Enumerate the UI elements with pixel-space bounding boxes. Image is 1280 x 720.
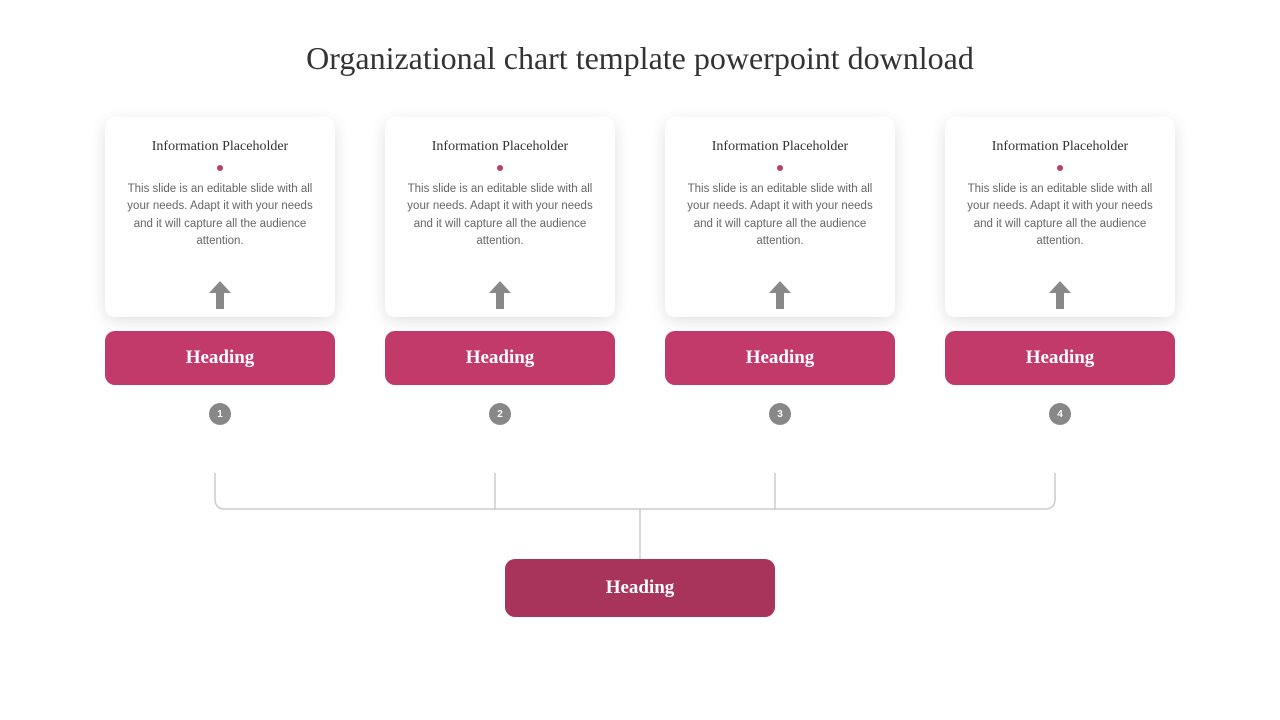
info-card-title: Information Placeholder <box>403 139 597 155</box>
number-badge-1: 1 <box>209 403 231 425</box>
arrow-up-icon <box>769 281 791 309</box>
column-1: Information Placeholder This slide is an… <box>105 117 335 425</box>
arrow-up-icon <box>209 281 231 309</box>
column-4: Information Placeholder This slide is an… <box>945 117 1175 425</box>
info-card-body: This slide is an editable slide with all… <box>123 181 317 250</box>
info-card-3: Information Placeholder This slide is an… <box>665 117 895 317</box>
info-card-title: Information Placeholder <box>683 139 877 155</box>
info-card-4: Information Placeholder This slide is an… <box>945 117 1175 317</box>
number-badge-4: 4 <box>1049 403 1071 425</box>
info-card-body: This slide is an editable slide with all… <box>683 181 877 250</box>
dot-icon <box>217 165 223 171</box>
column-3: Information Placeholder This slide is an… <box>665 117 895 425</box>
info-card-2: Information Placeholder This slide is an… <box>385 117 615 317</box>
arrow-up-icon <box>489 281 511 309</box>
arrow-up-icon <box>1049 281 1071 309</box>
number-badge-3: 3 <box>769 403 791 425</box>
column-2: Information Placeholder This slide is an… <box>385 117 615 425</box>
dot-icon <box>497 165 503 171</box>
top-row: Information Placeholder This slide is an… <box>0 117 1280 425</box>
dot-icon <box>1057 165 1063 171</box>
page-title: Organizational chart template powerpoint… <box>0 0 1280 87</box>
heading-box-4: Heading <box>945 331 1175 385</box>
heading-box-3: Heading <box>665 331 895 385</box>
heading-box-1: Heading <box>105 331 335 385</box>
heading-box-2: Heading <box>385 331 615 385</box>
info-card-title: Information Placeholder <box>963 139 1157 155</box>
dot-icon <box>777 165 783 171</box>
info-card-body: This slide is an editable slide with all… <box>403 181 597 250</box>
info-card-1: Information Placeholder This slide is an… <box>105 117 335 317</box>
chart-area: Information Placeholder This slide is an… <box>0 117 1280 717</box>
bottom-heading: Heading <box>505 559 775 617</box>
number-badge-2: 2 <box>489 403 511 425</box>
info-card-title: Information Placeholder <box>123 139 317 155</box>
info-card-body: This slide is an editable slide with all… <box>963 181 1157 250</box>
